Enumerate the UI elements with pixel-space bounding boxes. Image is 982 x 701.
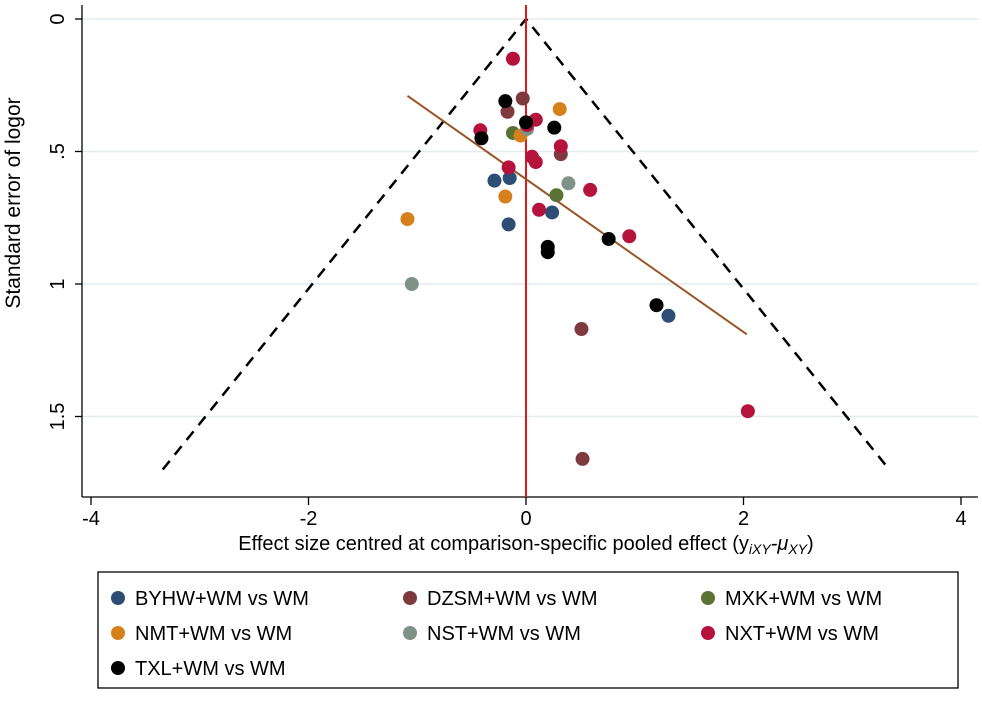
- x-axis-label-subscript-2: XY: [787, 541, 808, 557]
- regression-line: [406, 95, 748, 336]
- x-axis-label-close: ): [807, 533, 814, 555]
- data-point: [547, 120, 562, 135]
- x-tick-label: 2: [738, 508, 749, 530]
- data-point: [500, 104, 515, 119]
- data-point: [561, 176, 576, 191]
- y-axis-label: Standard error of logor: [2, 97, 25, 308]
- legend: [97, 571, 959, 689]
- x-axis-label-subscript: iXY: [749, 541, 772, 557]
- x-tick-label: 4: [955, 508, 966, 530]
- data-point: [740, 404, 755, 419]
- legend-label: NMT+WM vs WM: [135, 623, 292, 645]
- data-point: [574, 322, 589, 337]
- data-point: [553, 139, 568, 154]
- legend-marker: [111, 591, 125, 605]
- data-point: [515, 91, 530, 106]
- y-tick-label: 1: [47, 278, 69, 289]
- x-axis-label-main: Effect size centred at comparison-specif…: [238, 533, 749, 555]
- x-tick-label: 0: [520, 508, 531, 530]
- legend-marker: [701, 626, 715, 640]
- data-point: [532, 202, 547, 217]
- legend-marker: [403, 591, 417, 605]
- legend-label: MXK+WM vs WM: [725, 588, 882, 610]
- data-point: [540, 245, 555, 260]
- data-point: [601, 231, 616, 246]
- y-tick-label: .5: [47, 143, 69, 160]
- x-axis-label-mu: -μ: [771, 533, 789, 555]
- data-point: [498, 94, 513, 109]
- data-point: [501, 160, 516, 175]
- legend-marker: [111, 661, 125, 675]
- legend-marker: [111, 626, 125, 640]
- legend-marker: [701, 591, 715, 605]
- legend-label: TXL+WM vs WM: [135, 658, 286, 680]
- data-point: [474, 131, 489, 146]
- legend-label: NXT+WM vs WM: [725, 623, 879, 645]
- x-tick-label: -4: [82, 508, 100, 530]
- data-point: [622, 229, 637, 244]
- legend-label: BYHW+WM vs WM: [135, 588, 309, 610]
- data-point: [519, 115, 533, 130]
- data-point: [528, 155, 543, 170]
- x-axis-label: Effect size centred at comparison-specif…: [238, 533, 813, 557]
- y-tick-label: 1.5: [47, 403, 69, 431]
- data-point: [502, 171, 517, 185]
- x-tick-label: -2: [300, 508, 318, 530]
- legend-marker: [403, 626, 417, 640]
- legend-label: NST+WM vs WM: [427, 623, 581, 645]
- data-point: [487, 173, 502, 188]
- data-point: [549, 188, 564, 203]
- data-point: [505, 51, 520, 66]
- data-point: [501, 217, 516, 232]
- data-point: [649, 298, 664, 313]
- data-point: [552, 102, 567, 117]
- data-point: [400, 212, 415, 227]
- data-point: [661, 308, 676, 323]
- y-tick-label: 0: [47, 13, 69, 24]
- data-point: [575, 451, 590, 466]
- data-point: [583, 182, 598, 197]
- data-point: [545, 205, 560, 220]
- data-point: [498, 189, 513, 204]
- data-point: [404, 277, 419, 291]
- legend-label: DZSM+WM vs WM: [427, 588, 598, 610]
